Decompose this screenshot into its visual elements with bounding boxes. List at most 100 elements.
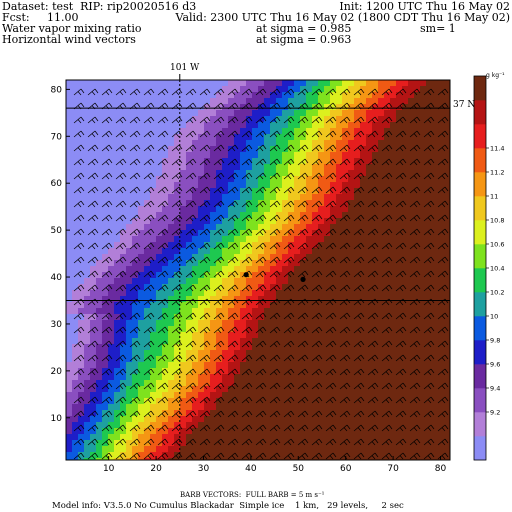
field-cell [144, 446, 151, 453]
field-cell [396, 338, 403, 345]
field-cell [156, 236, 163, 243]
field-cell [192, 260, 199, 267]
field-cell [108, 446, 115, 453]
field-cell [348, 458, 355, 460]
field-cell [180, 266, 187, 273]
field-cell [84, 260, 91, 267]
field-cell [252, 260, 259, 267]
wind-barb [157, 410, 169, 418]
field-cell [246, 362, 253, 369]
field-cell [192, 308, 199, 315]
field-cell [102, 410, 109, 417]
field-cell [198, 410, 205, 417]
field-cell [366, 290, 373, 297]
field-cell [252, 368, 259, 375]
field-cell [408, 80, 415, 87]
field-cell [66, 404, 73, 411]
field-cell [138, 134, 145, 141]
field-cell [78, 308, 85, 315]
field-cell [144, 80, 151, 87]
field-cell [156, 296, 163, 303]
field-cell [312, 260, 319, 267]
field-cell [408, 230, 415, 237]
wind-barb [213, 312, 225, 320]
field-cell [162, 446, 169, 453]
field-cell [324, 320, 331, 327]
field-cell [216, 278, 223, 285]
field-cell [306, 260, 313, 267]
field-cell [96, 158, 103, 165]
field-cell [408, 218, 415, 225]
field-cell [252, 434, 259, 441]
field-cell [144, 86, 151, 93]
wind-barb [227, 312, 239, 320]
field-cell [390, 80, 397, 87]
field-cell [396, 140, 403, 147]
field-cell [186, 272, 193, 279]
field-cell [306, 110, 313, 117]
field-cell [144, 266, 151, 273]
field-cell [414, 392, 421, 399]
field-cell [372, 236, 379, 243]
field-cell [276, 308, 283, 315]
field-cell [108, 122, 115, 129]
field-cell [162, 398, 169, 405]
field-cell [336, 218, 343, 225]
field-cell [216, 98, 223, 105]
field-cell [288, 206, 295, 213]
field-cell [234, 332, 241, 339]
wind-barb [437, 326, 449, 334]
wind-barb [297, 438, 309, 446]
field-cell [360, 416, 367, 423]
field-cell [222, 284, 229, 291]
wind-barb [115, 270, 127, 278]
field-cell [90, 200, 97, 207]
field-cell [408, 86, 415, 93]
field-cell [228, 434, 235, 441]
field-cell [342, 170, 349, 177]
field-cell [72, 374, 79, 381]
field-cell [432, 344, 439, 351]
field-cell [330, 104, 337, 111]
field-cell [336, 356, 343, 363]
field-cell [366, 206, 373, 213]
wind-barb [339, 396, 351, 404]
wind-barb [213, 438, 225, 446]
field-cell [228, 158, 235, 165]
field-cell [444, 374, 450, 381]
field-cell [426, 92, 433, 99]
field-cell [198, 104, 205, 111]
wind-barb [73, 340, 85, 348]
field-cell [312, 284, 319, 291]
field-cell [402, 206, 409, 213]
field-cell [210, 338, 217, 345]
wind-barb [255, 410, 267, 418]
field-cell [192, 362, 199, 369]
field-cell [108, 116, 115, 123]
field-cell [408, 92, 415, 99]
field-cell [246, 368, 253, 375]
field-cell [204, 134, 211, 141]
field-cell [282, 230, 289, 237]
field-cell [228, 446, 235, 453]
wind-barb [185, 256, 197, 264]
field-cell [312, 338, 319, 345]
wind-barb [325, 200, 337, 208]
field-cell [138, 170, 145, 177]
wind-barb [143, 410, 155, 418]
field-cell [198, 266, 205, 273]
field-cell [330, 440, 337, 447]
field-cell [150, 386, 157, 393]
wind-barb [339, 438, 351, 446]
field-cell [438, 410, 445, 417]
field-cell [432, 398, 439, 405]
field-cell [372, 176, 379, 183]
field-cell [438, 320, 445, 327]
field-cell [186, 308, 193, 315]
field-cell [348, 356, 355, 363]
field-cell [114, 122, 121, 129]
wind-barb [339, 256, 351, 264]
field-cell [108, 368, 115, 375]
field-cell [96, 374, 103, 381]
field-cell [294, 164, 301, 171]
